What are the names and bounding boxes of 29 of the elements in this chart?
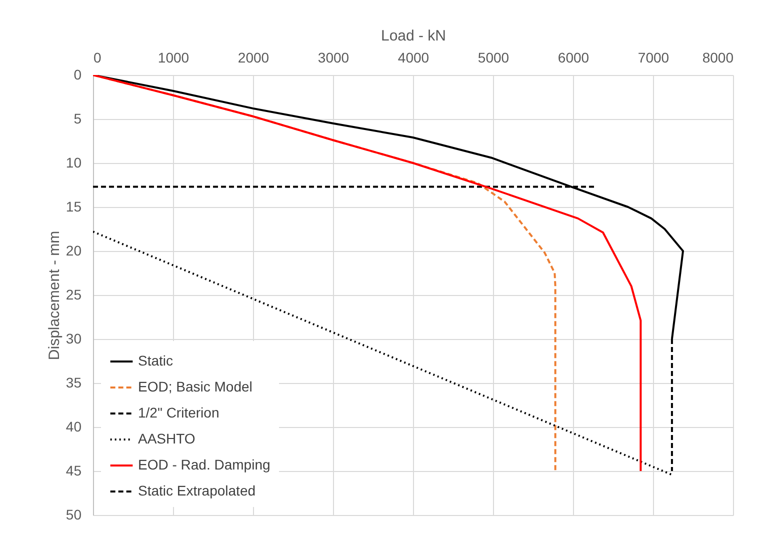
x-tick-label: 3000 — [318, 50, 350, 66]
y-tick-label: 15 — [66, 198, 82, 214]
y-tick-label: 0 — [74, 66, 82, 82]
y-tick-label: 20 — [66, 242, 82, 258]
y-tick-label: 10 — [66, 154, 82, 170]
x-tick-label: 4000 — [398, 50, 430, 66]
legend-label: EOD - Rad. Damping — [138, 456, 270, 472]
y-tick-label: 30 — [66, 330, 82, 346]
y-tick-label: 40 — [66, 418, 82, 434]
legend-label: Static — [138, 352, 174, 368]
x-axis-title: Load - kN — [380, 28, 446, 44]
y-tick-label: 5 — [74, 110, 82, 126]
x-tick-label: 8000 — [702, 50, 734, 66]
legend-label: 1/2" Criterion — [138, 404, 220, 420]
x-tick-label: 0 — [94, 50, 102, 66]
y-tick-label: 35 — [66, 374, 82, 390]
y-tick-label: 25 — [66, 286, 82, 302]
x-tick-label: 1000 — [158, 50, 190, 66]
legend-label: Static Extrapolated — [138, 482, 256, 498]
y-tick-label: 45 — [66, 462, 82, 478]
line-series — [93, 75, 642, 472]
y-tick-label: 50 — [66, 506, 82, 522]
x-tick-label: 2000 — [238, 50, 270, 66]
x-tick-label: 7000 — [638, 50, 670, 66]
legend-label: AASHTO — [138, 430, 196, 446]
x-tick-label: 5000 — [478, 50, 510, 66]
y-axis-title: Displacement - mm — [46, 230, 63, 360]
legend-label: EOD; Basic Model — [138, 378, 252, 394]
x-tick-label: 6000 — [558, 50, 590, 66]
